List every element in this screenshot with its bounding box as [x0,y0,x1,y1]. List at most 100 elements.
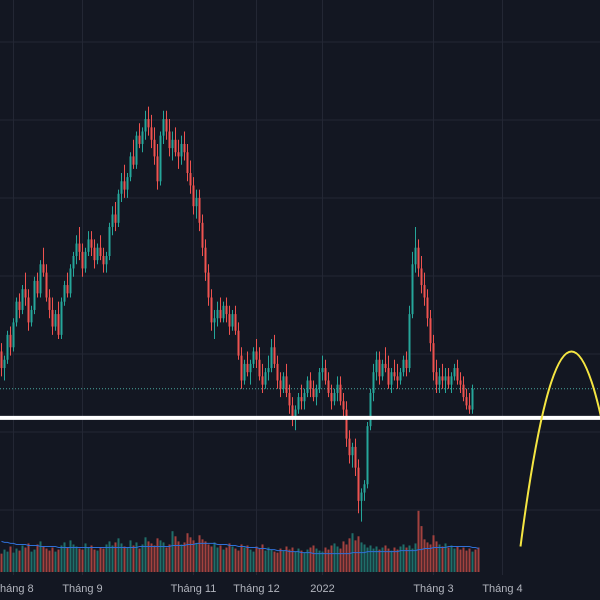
volume-bar [6,551,9,572]
candle-body [354,446,357,468]
candle-body [267,368,270,373]
volume-bar [177,541,180,572]
volume-bar [111,545,114,572]
volume-bar [42,546,45,572]
candle-body [78,243,81,252]
candle-body [417,247,420,269]
candle-body [471,388,474,410]
candle-body [48,297,51,310]
candle-body [339,384,342,402]
volume-bar [105,544,108,572]
volume-bar [321,551,324,572]
candle-body [213,318,216,323]
time-axis-label: Tháng 9 [62,583,102,595]
volume-bar [183,542,186,572]
volume-bar [333,543,336,572]
volume-bar [240,544,243,572]
candle-body [423,285,426,298]
candle-body [72,256,75,269]
volume-bar [423,539,426,572]
candle-body [285,376,288,393]
volume-bar [279,548,282,572]
candle-body [39,264,42,294]
volume-bar [336,546,339,572]
candle-body [132,156,135,165]
candle-body [441,376,444,381]
volume-bar [312,545,315,572]
candle-body [111,214,114,227]
candle-body [228,314,231,327]
volume-bar [228,543,231,572]
volume-bar [87,547,90,572]
candle-body [135,135,138,165]
candle-body [177,152,180,157]
volume-bar [126,547,129,572]
candle-body [234,314,237,331]
volume-bar [372,548,375,572]
candle-body [252,351,255,364]
candle-body [159,135,162,182]
candle-body [162,119,165,136]
volume-bar [456,546,459,572]
volume-bar [339,548,342,572]
volume-bar [291,547,294,572]
candle-body [291,405,294,418]
volume-bar [354,540,357,572]
volume-bar [54,551,57,572]
candle-body [351,446,354,456]
candle-body [321,368,324,373]
annotation-arc[interactable] [519,350,600,547]
time-axis-label: Tháng 12 [233,583,279,595]
volume-bar [57,549,60,572]
volume-bar [303,552,306,572]
volume-bar [96,550,99,572]
volume-bar [318,550,321,572]
candle-body [381,363,384,377]
candle-body [126,177,129,190]
volume-bar [297,548,300,572]
candle-body [102,256,105,265]
volume-bar [174,536,177,572]
candle-body [450,376,453,385]
volume-bar [357,536,360,572]
candle-body [345,409,348,439]
candle-body [468,405,471,410]
volume-bar [384,545,387,572]
candle-body [393,372,396,377]
candle-body [297,397,300,410]
volume-bar [213,542,216,572]
candle-body [390,372,393,385]
volume-bar [189,537,192,572]
volume-bar [162,542,165,572]
volume-bar [24,547,27,572]
volume-bars [0,510,480,572]
volume-bar [390,550,393,572]
volume-bar [231,546,234,572]
volume-bar [156,538,159,572]
volume-bar [324,547,327,572]
volume-bar [72,544,75,572]
candle-body [243,363,246,381]
candle-body [180,143,183,157]
volume-bar [375,546,378,572]
volume-bar [102,548,105,572]
volume-bar [243,547,246,572]
volume-bar [66,547,69,572]
volume-bar [180,544,183,572]
volume-bar [414,543,417,572]
candle-body [387,368,390,385]
candle-body [222,305,225,319]
candle-body [357,467,360,501]
volume-bar [348,538,351,572]
candle-body [27,297,30,323]
volume-bar [210,546,213,572]
candle-body [426,297,429,319]
volume-bar [18,550,21,572]
volume-bar [474,549,477,572]
volume-bar [282,550,285,572]
candle-body [294,409,297,418]
candle-body [198,197,201,223]
candle-body [57,314,60,335]
time-axis-label: 2022 [310,583,334,595]
